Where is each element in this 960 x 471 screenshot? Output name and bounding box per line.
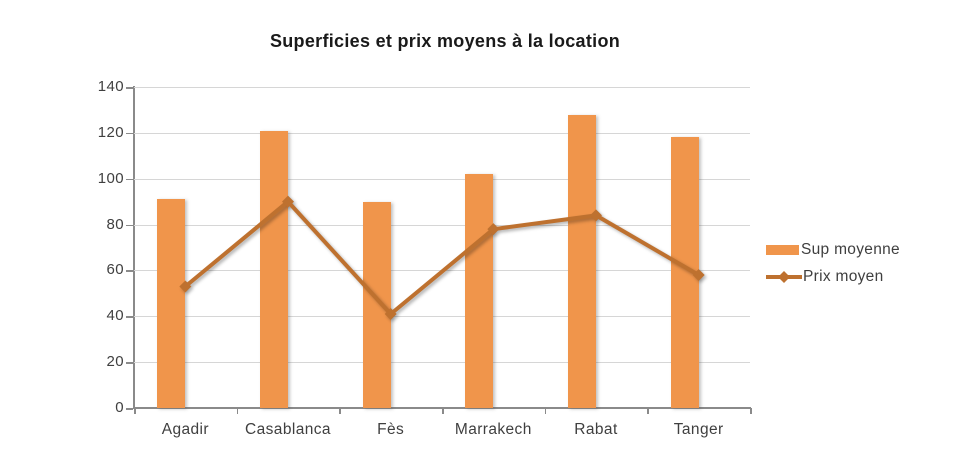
bar: [465, 174, 494, 408]
x-tick-mark: [236, 408, 239, 414]
line-path: [183, 199, 701, 316]
y-tick-label: 60: [106, 261, 124, 279]
diamond-marker-icon: [384, 307, 397, 320]
legend-label-prix-moyen: Prix moyen: [803, 268, 884, 285]
gridline: [134, 362, 750, 364]
diamond-marker-icon: [282, 195, 294, 208]
y-tick-mark: [126, 362, 133, 364]
y-tick-label: 20: [106, 353, 124, 371]
legend-item-sup-moyenne: Sup moyenne: [766, 239, 900, 261]
bar: [362, 201, 391, 408]
y-tick-mark: [126, 316, 133, 318]
line-series: [179, 195, 705, 320]
x-tick-mark: [339, 408, 341, 414]
chart-title: Superficies et prix moyens à la location: [269, 31, 621, 51]
y-tick-mark: [126, 132, 133, 135]
bar-swatch-icon: [766, 245, 799, 255]
x-tick-mark: [442, 408, 444, 414]
gridline: [134, 87, 750, 88]
diamond-marker-icon: [487, 223, 500, 236]
gridline: [134, 316, 750, 318]
y-axis-line: [133, 86, 135, 409]
x-tick-mark: [647, 408, 649, 414]
x-tick-label: Tanger: [673, 421, 724, 438]
y-tick-mark: [126, 87, 133, 89]
y-tick-label: 40: [106, 307, 124, 325]
bar: [157, 199, 186, 408]
y-tick-label: 0: [115, 399, 124, 416]
x-tick-label: Fès: [377, 421, 405, 438]
x-tick-mark: [134, 408, 136, 414]
x-tick-label: Casablanca: [245, 421, 331, 438]
y-tick-label: 140: [97, 78, 124, 95]
y-tick-mark: [126, 408, 133, 410]
y-tick-mark: [126, 178, 133, 181]
diamond-marker-icon: [590, 209, 602, 222]
gridline: [134, 178, 750, 180]
diamond-marker-icon: [179, 280, 192, 293]
diamond-marker-icon: [692, 269, 705, 282]
plot-area: [134, 87, 750, 408]
x-tick-label: Marrakech: [454, 421, 532, 438]
x-tick-mark: [750, 408, 752, 414]
bar: [260, 130, 288, 408]
legend-item-prix-moyen: Prix moyen: [766, 266, 900, 288]
legend-label-sup-moyenne: Sup moyenne: [801, 241, 900, 258]
legend: Sup moyenne Prix moyen: [766, 239, 900, 293]
y-tick-mark: [126, 270, 133, 272]
line-swatch-icon: [766, 271, 802, 283]
x-tick-label: Rabat: [574, 421, 618, 438]
bar: [568, 114, 596, 408]
gridline: [134, 132, 750, 134]
y-tick-label: 100: [97, 169, 124, 187]
gridline: [134, 224, 750, 226]
x-tick-mark: [544, 408, 547, 414]
y-tick-label: 120: [97, 123, 124, 141]
y-tick-mark: [126, 224, 133, 227]
x-tick-label: Agadir: [161, 421, 209, 438]
y-tick-label: 80: [106, 215, 124, 233]
